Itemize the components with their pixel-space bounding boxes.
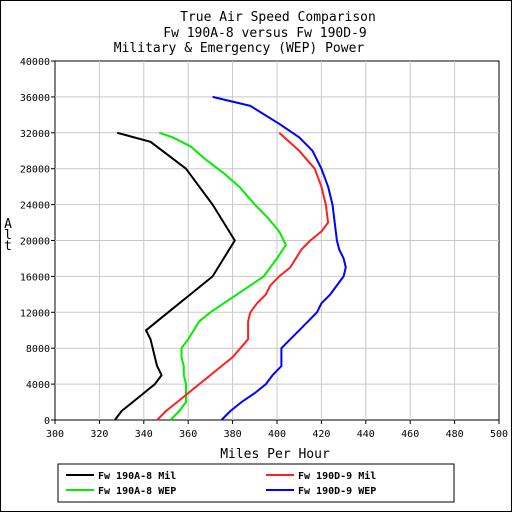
y-tick-label: 16000 [20,272,50,283]
series-lines [114,95,347,421]
y-tick-label: 32000 [20,129,50,140]
series-line-1 [114,131,236,421]
chart-title-line-1: True Air Speed Comparison [180,10,376,25]
legend-label: Fw 190D-9 Mil [298,470,376,482]
y-tick-label: 20000 [20,237,50,248]
x-tick-label: 380 [224,429,242,440]
legend: Fw 190A-8 Mil Fw 190D-9 Mil Fw 190A-8 WEP F… [57,463,455,503]
chart-title-line-2: Fw 190A-8 versus Fw 190D-9 [163,26,367,41]
chart-title: True Air Speed Comparison Fw 190A-8 vers… [114,10,376,56]
y-axis-label-char: t [4,239,12,254]
x-tick-label: 340 [135,429,153,440]
legend-box [57,463,455,503]
y-tick-label: 28000 [20,165,50,176]
y-tick-label: 4000 [26,380,50,391]
y-tick-label: 12000 [20,308,50,319]
x-tick-label: 460 [401,429,419,440]
x-tick-label: 480 [446,429,464,440]
y-tick-label: 40000 [20,57,50,68]
series-line-2 [158,131,287,421]
chart-title-line-3: Military & Emergency (WEP) Power [114,41,365,56]
x-tick-label: 320 [90,429,108,440]
legend-label: Fw 190A-8 Mil [98,470,176,482]
legend-label: Fw 190A-8 WEP [98,486,176,497]
x-tick-label: 420 [312,429,330,440]
x-tick-labels: 300 320 340 360 380 400 420 440 460 480 500 [46,429,508,440]
y-axis-label-char: A [4,217,12,232]
y-tick-label: 0 [44,416,50,427]
legend-label: Fw 190D-9 WEP [298,486,376,497]
y-tick-label: 8000 [26,344,50,355]
y-axis-label-char: l [4,228,12,243]
y-tick-labels: 0 4000 8000 12000 16000 20000 24000 28000 32000 3… [20,57,50,427]
x-tick-label: 300 [46,429,64,440]
x-axis-label: Miles Per Hour [220,447,330,462]
x-tick-label: 440 [357,429,375,440]
x-tick-label: 500 [490,429,508,440]
y-axis-label: Alt [4,217,12,254]
series-line-3 [156,132,330,421]
grid [51,60,500,424]
y-tick-label: 24000 [20,201,50,212]
series-line-4 [212,95,347,421]
x-tick-label: 400 [268,429,286,440]
y-tick-label: 36000 [20,93,50,104]
x-tick-label: 360 [179,429,197,440]
